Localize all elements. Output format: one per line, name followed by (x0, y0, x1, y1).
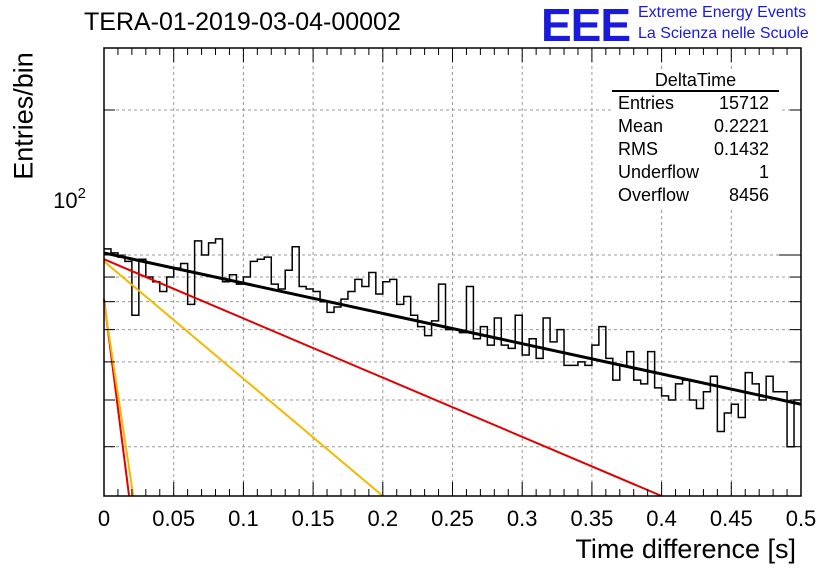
x-tick-label: 0.05 (152, 506, 195, 531)
fit-line (103, 251, 802, 406)
stats-box-divider (612, 90, 779, 92)
stats-row-rms: RMS 0.1432 (618, 138, 769, 161)
x-tick-label: 0.45 (710, 506, 753, 531)
fit-line (103, 258, 662, 497)
x-tick-label: 0.25 (431, 506, 474, 531)
x-tick-label: 0.5 (786, 506, 817, 531)
x-tick-label: 0.3 (507, 506, 538, 531)
fit-line (103, 260, 384, 497)
x-tick-label: 0 (98, 506, 110, 531)
y-tick-base: 10 (53, 188, 77, 213)
x-tick-label: 0.2 (368, 506, 399, 531)
x-tick-label: 0.4 (646, 506, 677, 531)
fit-line (103, 301, 135, 497)
y-axis-ticks (104, 109, 801, 448)
y-tick-label-100: 102 (53, 185, 86, 213)
stats-row-overflow: Overflow 8456 (618, 184, 769, 207)
stats-value: 8456 (728, 185, 769, 205)
y-axis-label: Entries/bin (8, 52, 39, 180)
stats-label: RMS (618, 139, 658, 159)
x-axis-label: Time difference [s] (575, 534, 796, 564)
stats-row-entries: Entries 15712 (618, 92, 769, 115)
stats-row-underflow: Underflow 1 (618, 161, 769, 184)
logo-line-1: Extreme Energy Events (638, 4, 807, 21)
plot-title: TERA-01-2019-03-04-00002 (84, 8, 401, 36)
x-tick-label: 0.1 (228, 506, 259, 531)
stats-value: 15712 (718, 93, 769, 113)
stats-label: Overflow (618, 185, 690, 205)
stats-value: 0.2221 (713, 116, 769, 136)
logo-line-2: La Scienza nelle Scuole (638, 25, 809, 42)
stats-label: Mean (618, 116, 664, 136)
x-tick-label: 0.15 (292, 506, 335, 531)
y-tick-exponent: 2 (78, 185, 86, 202)
stats-label: Underflow (618, 162, 700, 182)
stats-box: DeltaTime Entries 15712 Mean 0.2221 RMS … (612, 70, 779, 210)
x-tick-label: 0.35 (570, 506, 613, 531)
stats-box-title: DeltaTime (654, 70, 737, 90)
stats-label: Entries (618, 93, 675, 113)
histogram-outline (104, 238, 801, 448)
stats-value: 0.1432 (713, 139, 769, 159)
eee-logo-icon: EEE (541, 0, 631, 51)
stats-value: 1 (758, 162, 769, 182)
x-axis-ticks: 0 0.05 0.1 0.15 0.2 0.25 0.3 0.35 0.4 0.45 0.5 (98, 48, 816, 531)
stats-row-mean: Mean 0.2221 (618, 115, 769, 138)
histogram-layer (104, 238, 801, 448)
fit-lines-layer (103, 251, 802, 497)
